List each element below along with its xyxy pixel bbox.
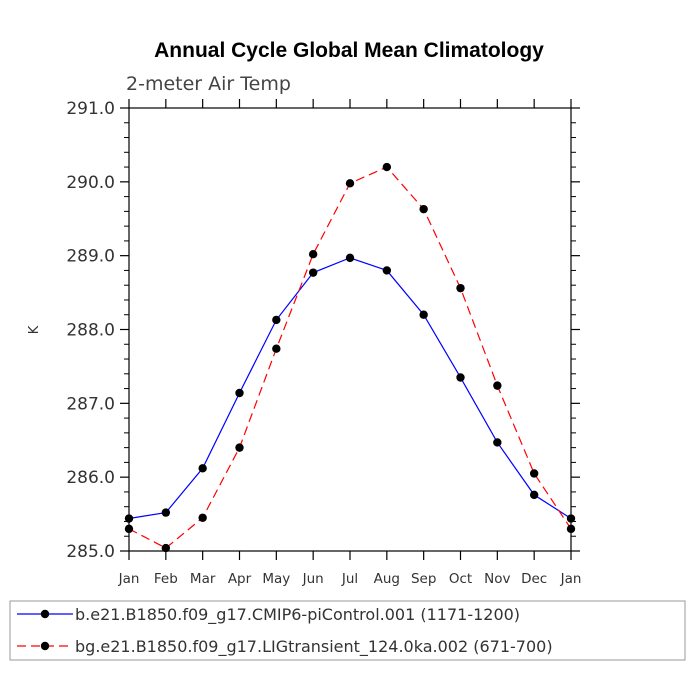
y-tick-label: 289.0 — [66, 247, 115, 267]
data-point — [529, 469, 539, 478]
y-tick-label: 285.0 — [66, 542, 115, 562]
legend-item: bg.e21.B1850.f09_g17.LIGtransient_124.0k… — [17, 637, 553, 657]
data-point — [456, 283, 465, 293]
data-point — [419, 310, 428, 319]
series-line — [128, 257, 572, 520]
y-tick-label: 287.0 — [66, 394, 115, 414]
x-tick-label: Jul — [341, 571, 358, 587]
x-tick-label: Sep — [411, 571, 436, 587]
data-point — [419, 204, 428, 214]
x-tick-label: Nov — [484, 571, 510, 587]
chart-subtitle: 2-meter Air Temp — [126, 73, 291, 95]
x-tick-label: Dec — [521, 571, 547, 587]
x-tick-label: Mar — [190, 571, 216, 587]
data-point — [382, 266, 392, 275]
data-point — [493, 381, 502, 390]
data-point — [161, 508, 171, 517]
legend: b.e21.B1850.f09_g17.CMIP6-piControl.001 … — [9, 600, 686, 661]
data-point — [308, 268, 318, 277]
legend-box — [9, 600, 686, 661]
x-tick-label: Feb — [154, 571, 178, 587]
x-tick-label: Oct — [449, 571, 472, 587]
data-point — [345, 253, 355, 263]
x-tick-label: Jan — [560, 571, 582, 587]
data-point — [124, 524, 134, 534]
series-1 — [124, 253, 576, 523]
data-point — [308, 249, 318, 259]
x-tick-label: Aug — [374, 571, 400, 587]
y-tick-label: 288.0 — [66, 321, 115, 341]
data-point — [235, 388, 244, 398]
legend-item: b.e21.B1850.f09_g17.CMIP6-piControl.001 … — [17, 605, 520, 625]
y-tick-label: 291.0 — [66, 99, 115, 119]
data-point — [382, 162, 392, 172]
data-point — [198, 464, 207, 473]
plot-frame — [128, 107, 572, 552]
x-tick-label: Jun — [302, 571, 324, 587]
data-point — [566, 514, 576, 523]
axes: 285.0 286.0 287.0 288.0 289.0 290.0 291.0 Jan Fe… — [66, 99, 581, 587]
y-axis-label: K — [27, 325, 42, 334]
legend-swatch-marker — [40, 641, 50, 651]
data-point — [456, 373, 465, 382]
data-point — [198, 513, 207, 522]
legend-label: bg.e21.B1850.f09_g17.LIGtransient_124.0k… — [75, 637, 553, 657]
series-2 — [124, 162, 576, 553]
x-tick-label: May — [262, 571, 290, 587]
data-point — [566, 524, 576, 534]
data-point — [272, 344, 281, 353]
y-tick-label: 286.0 — [66, 468, 115, 488]
data-point — [345, 179, 355, 188]
series-line — [128, 166, 572, 549]
data-point — [529, 490, 539, 500]
x-tick-label: Jan — [118, 571, 140, 587]
legend-swatch-marker — [40, 609, 50, 619]
data-point — [161, 543, 171, 553]
data-point — [493, 438, 502, 447]
y-tick-label: 290.0 — [66, 173, 115, 193]
chart-title: Annual Cycle Global Mean Climatology — [154, 39, 544, 62]
series-group — [124, 162, 576, 553]
legend-label: b.e21.B1850.f09_g17.CMIP6-piControl.001 … — [75, 605, 520, 625]
data-point — [272, 315, 281, 325]
x-tick-label: Apr — [228, 571, 252, 587]
data-point — [124, 514, 134, 523]
data-point — [235, 443, 244, 452]
